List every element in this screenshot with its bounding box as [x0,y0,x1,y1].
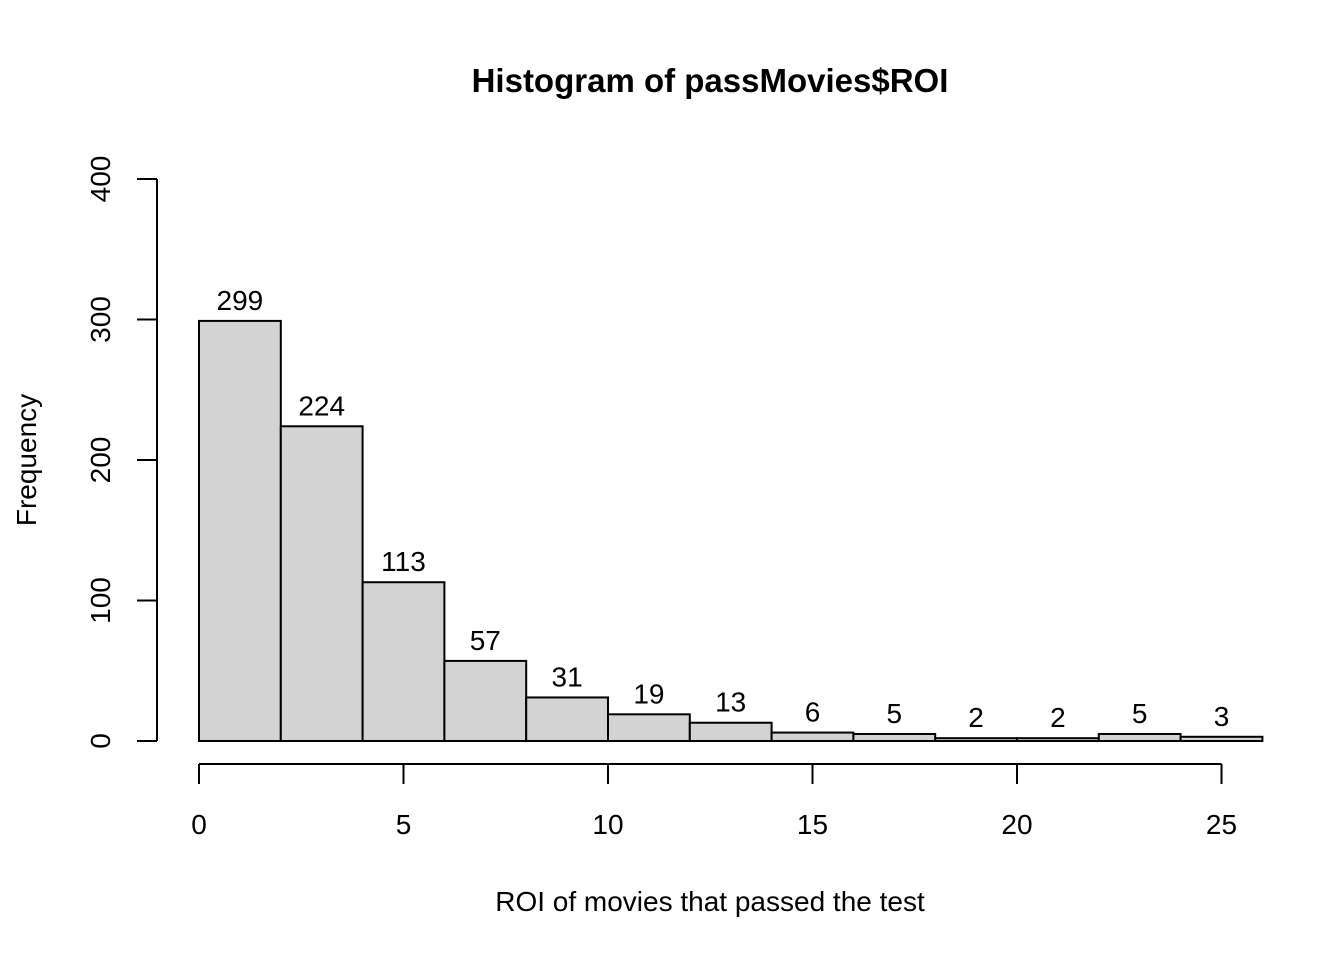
histogram-bar [770,731,855,743]
bar-count-label: 113 [381,546,426,577]
chart-title: Histogram of passMovies$ROI [472,62,949,99]
histogram-bar [198,319,282,742]
histogram-bar [934,737,1019,743]
x-axis-label: ROI of movies that passed the test [495,886,925,917]
x-tick-label: 25 [1206,809,1237,840]
bar-count-label: 299 [217,285,264,316]
y-tick-label: 400 [85,156,116,203]
bar-count-labels: 299 224 113 57 31 19 13 6 5 2 2 5 3 [217,285,1230,733]
y-tick-label: 0 [85,733,116,749]
bar-count-label: 2 [1050,702,1066,733]
x-tick-label: 15 [797,809,828,840]
y-tick-label: 100 [85,577,116,624]
histogram-bar [525,696,610,743]
histogram-bar [1016,737,1100,743]
bar-count-label: 13 [715,687,746,718]
bar-count-label: 6 [805,697,821,728]
histogram-bars [198,319,1264,743]
bar-count-label: 5 [887,698,903,729]
y-tick-label: 200 [85,437,116,484]
histogram-bar [361,581,446,742]
histogram-bar [279,425,364,742]
y-axis: 0 100 200 300 400 [85,156,158,749]
histogram-bar [1179,735,1264,742]
bar-count-label: 2 [968,702,984,733]
histogram-bar [607,713,691,742]
x-tick-label: 5 [396,809,412,840]
bar-count-label: 5 [1132,698,1148,729]
bar-count-label: 31 [552,661,583,692]
x-tick-label: 20 [1001,809,1032,840]
x-tick-label: 0 [191,809,207,840]
x-axis: 0 5 10 15 20 25 [191,763,1237,840]
histogram-bar [852,732,937,742]
bar-count-label: 3 [1214,701,1230,732]
bar-count-label: 57 [470,625,501,656]
y-tick-label: 300 [85,296,116,343]
histogram-bar [443,659,528,742]
y-axis-label: Frequency [11,394,42,526]
histogram-bar [688,721,773,742]
x-tick-label: 10 [592,809,623,840]
histogram-bar [1097,732,1182,742]
bar-count-label: 19 [633,678,664,709]
bar-count-label: 224 [298,390,345,421]
